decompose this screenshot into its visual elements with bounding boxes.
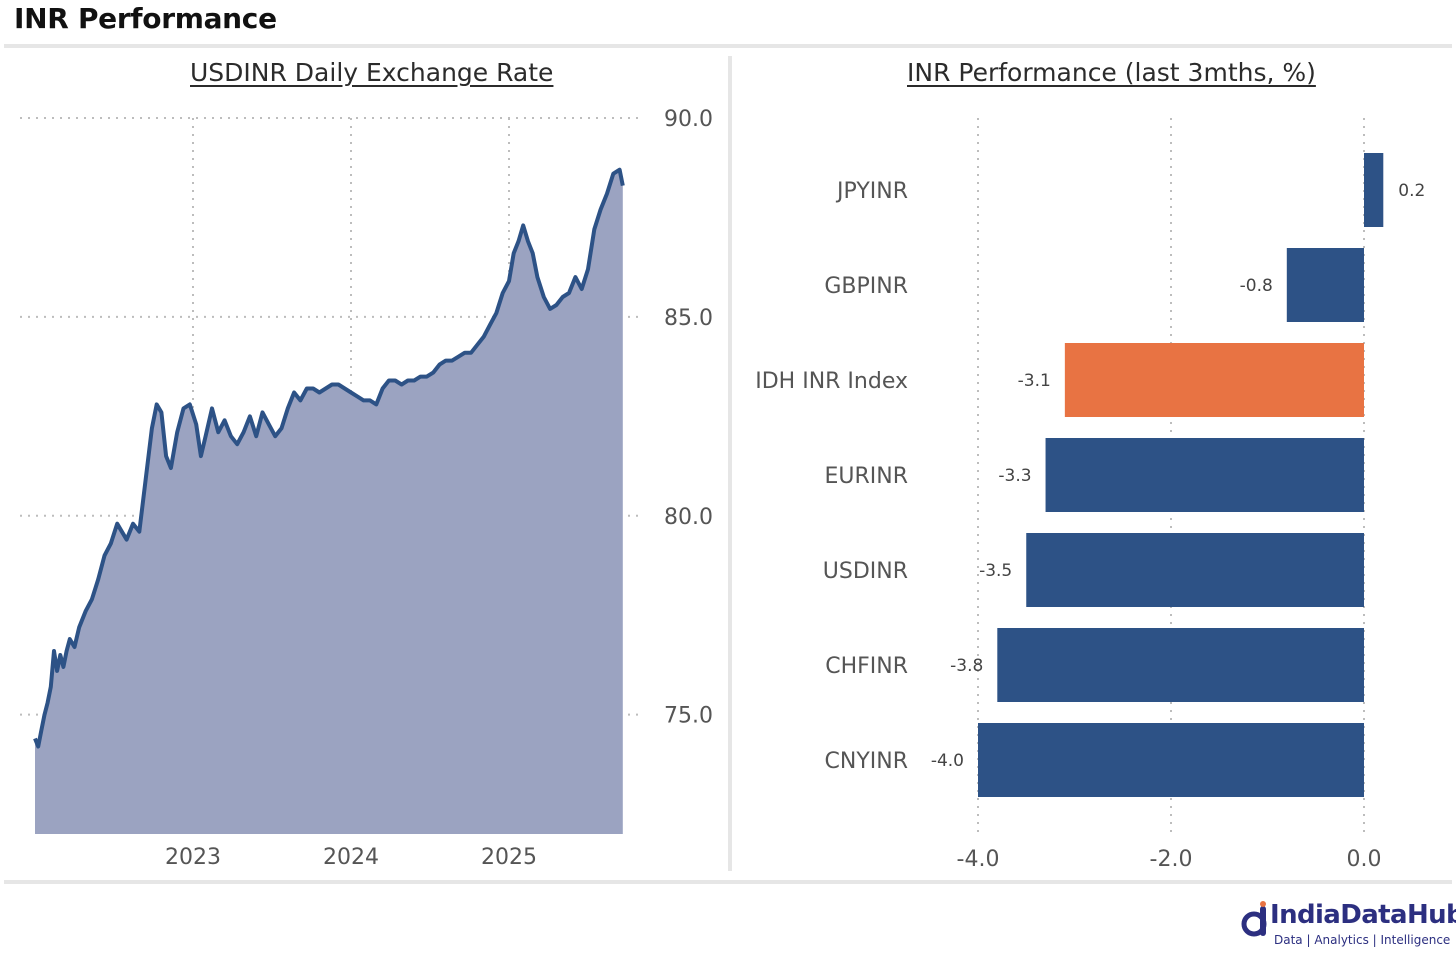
bar-chart-title: INR Performance (last 3mths, %) [907,58,1316,87]
value-label: -3.1 [1018,371,1051,391]
value-label: -4.0 [931,751,964,771]
y-tick-label: 85.0 [664,306,713,331]
bar [997,628,1364,702]
usdinr-line [33,167,625,749]
bar [978,723,1364,797]
category-label: CNYINR [825,749,909,774]
x-tick-label: 0.0 [1347,847,1382,872]
value-label: -3.3 [998,466,1031,486]
logo-tagline: Data | Analytics | Intelligence [1274,933,1451,947]
category-label: JPYINR [835,179,908,204]
y-tick-label: 90.0 [664,107,713,132]
category-label: USDINR [823,559,908,584]
value-label: -0.8 [1240,276,1273,296]
x-tick-label: 2023 [165,845,221,870]
y-tick-label: 80.0 [664,505,713,530]
indiadatahub-logo-icon [1241,901,1267,937]
page-title: INR Performance [14,2,277,35]
value-label: -3.8 [950,656,983,676]
x-tick-label: -2.0 [1150,847,1193,872]
value-label: -3.5 [979,561,1012,581]
bar [1045,438,1364,512]
category-label: EURINR [824,464,908,489]
bar [1286,248,1364,322]
line-chart-title: USDINR Daily Exchange Rate [190,58,554,87]
x-tick-label: 2024 [323,845,379,870]
bar [1064,343,1364,417]
indiadatahub-logo: IndiaDataHub Data | Analytics | Intellig… [1240,900,1456,952]
bar [1364,153,1384,227]
x-tick-label: -4.0 [957,847,1000,872]
y-tick-label: 75.0 [664,704,713,729]
category-label: CHFINR [825,654,908,679]
logo-name: IndiaDataHub [1270,900,1456,930]
footer-divider [4,880,1452,884]
header-divider [4,44,1452,48]
value-label: 0.2 [1398,181,1425,201]
x-tick-label: 2025 [481,845,537,870]
category-label: GBPINR [824,274,908,299]
usdinr-area [35,169,623,834]
category-label: IDH INR Index [755,369,908,394]
bar [1026,533,1364,607]
panel-divider [728,56,732,871]
